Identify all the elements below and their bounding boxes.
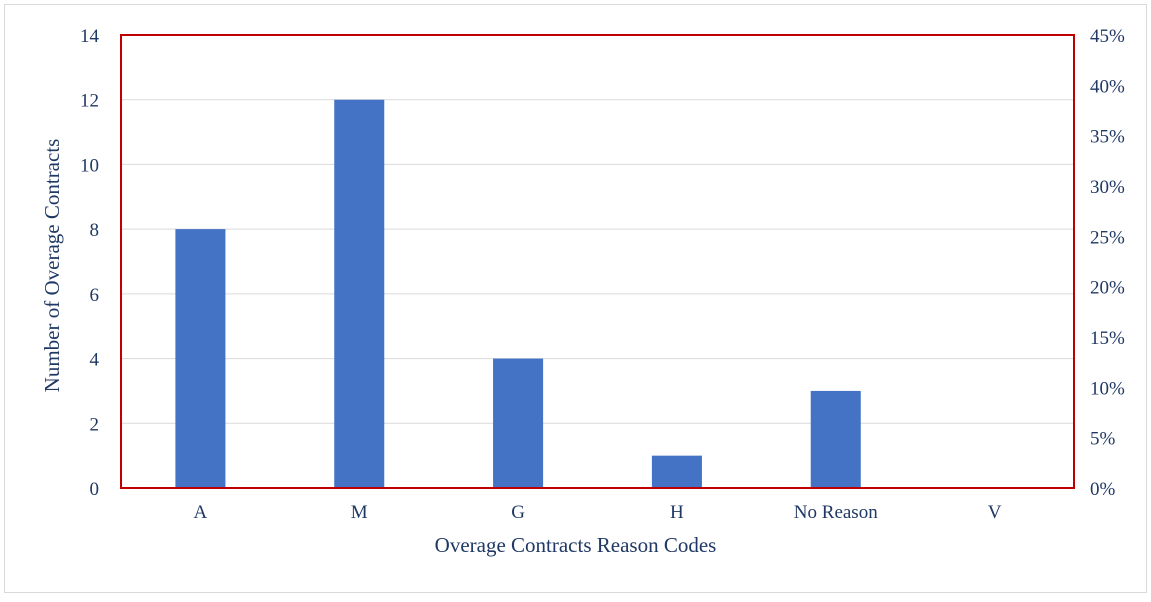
y2-tick-label: 30% [1090,177,1125,198]
y-tick-label: 10 [80,155,99,176]
gridlines [121,99,1074,424]
x-axis-title: Overage Contracts Reason Codes [435,533,717,557]
y2-tick-label: 0% [1090,479,1116,500]
y-tick-label: 6 [90,285,100,306]
bars [175,99,861,488]
x-tick-label: A [194,502,208,523]
x-axis-ticks: A M G H No Reason V [194,502,1002,523]
y-tick-label: 8 [90,220,100,241]
plot-area-border [120,34,1075,489]
x-tick-label: G [511,502,525,523]
bar-h [651,455,702,488]
y-tick-label: 14 [80,26,100,47]
y2-tick-label: 45% [1090,26,1125,47]
overage-contracts-chart: 0 2 4 6 8 10 12 14 0% 5% 10% 15% 20% 25% 30% 35% 40% 45%… [40,26,1125,557]
y2-tick-label: 40% [1090,76,1125,97]
y2-tick-label: 10% [1090,378,1125,399]
y2-tick-label: 15% [1090,328,1125,349]
y-tick-label: 2 [90,414,100,435]
y-tick-label: 4 [90,350,100,371]
y-axis-ticks: 0 2 4 6 8 10 12 14 [80,26,100,500]
y-tick-label: 0 [90,479,100,500]
x-tick-label: V [988,502,1002,523]
bar-m [334,99,385,488]
secondary-y-axis-ticks: 0% 5% 10% 15% 20% 25% 30% 35% 40% 45% [1090,26,1125,500]
x-tick-label: H [670,502,684,523]
bar-g [493,358,544,488]
x-tick-label: No Reason [794,502,878,523]
y2-tick-label: 5% [1090,429,1116,450]
y-tick-label: 12 [80,91,99,112]
chart-frame: 0 2 4 6 8 10 12 14 0% 5% 10% 15% 20% 25% 30% 35% 40% 45%… [4,4,1147,593]
y2-tick-label: 20% [1090,278,1125,299]
x-tick-label: M [351,502,368,523]
y2-tick-label: 25% [1090,227,1125,248]
y-axis-title: Number of Overage Contracts [40,139,64,393]
bar-no-reason [810,390,861,488]
bar-a [175,229,226,488]
y2-tick-label: 35% [1090,127,1125,148]
